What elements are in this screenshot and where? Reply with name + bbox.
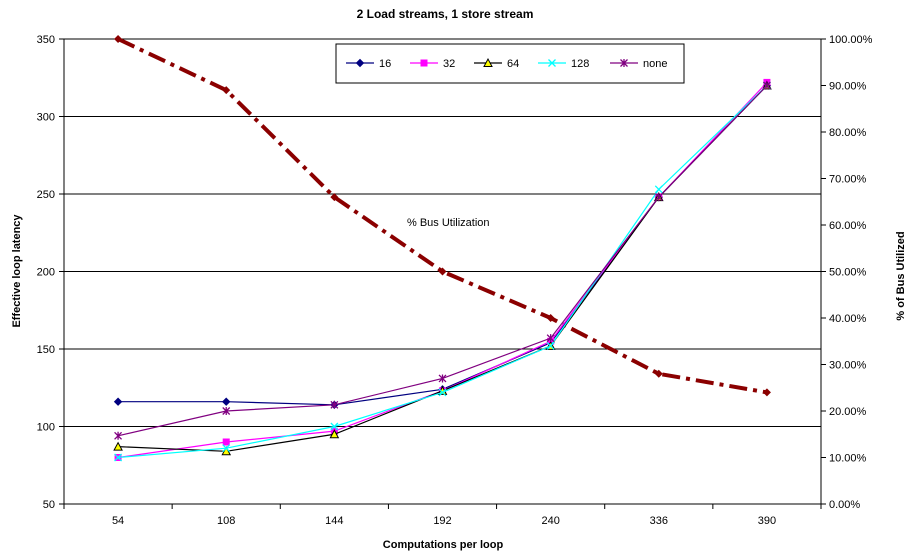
legend-item-32: 32 (410, 58, 455, 70)
legend-item-16: 16 (346, 58, 391, 70)
series-none (114, 81, 771, 440)
data-point (654, 193, 663, 202)
data-point (546, 334, 555, 343)
data-point (438, 388, 447, 397)
legend: 16 32 64 128 none (335, 43, 685, 84)
x-tick-label: 192 (433, 515, 451, 527)
bus-utilization-point (438, 267, 447, 276)
data-point (222, 407, 231, 415)
bus-utilization-annotation: % Bus Utilization (407, 217, 490, 229)
data-point (114, 431, 123, 440)
bus-utilization-point (330, 193, 339, 202)
data-point (114, 453, 123, 462)
data-point (222, 438, 230, 446)
bus-utilization-layer (114, 35, 771, 397)
legend-item-none: none (610, 58, 667, 70)
legend-label: 32 (443, 58, 455, 70)
data-point (654, 185, 663, 194)
data-point (330, 422, 339, 431)
y2-tick-label: 20.00% (829, 406, 867, 418)
y-tick-label: 300 (37, 112, 55, 124)
legend-label: none (643, 58, 667, 70)
data-point (222, 444, 231, 453)
bus-utilization-point (762, 388, 771, 397)
x-tick-label: 240 (541, 515, 559, 527)
y2-tick-label: 40.00% (829, 313, 867, 325)
legend-label: 128 (571, 58, 589, 70)
legend-item-64: 64 (474, 57, 519, 70)
y-axis-title: Effective loop latency (11, 214, 23, 328)
bus-utilization-point (654, 369, 663, 378)
y-tick-label: 150 (37, 344, 55, 356)
chart-title: 2 Load streams, 1 store stream (357, 7, 534, 21)
data-point (762, 81, 771, 90)
bus-utilization-line (117, 37, 768, 395)
legend-marker (620, 59, 628, 67)
data-point (329, 429, 340, 439)
data-point (438, 374, 447, 383)
series-128 (114, 81, 771, 462)
y2-tick-label: 30.00% (829, 360, 867, 372)
legend-marker (548, 59, 556, 67)
y-tick-label: 100 (37, 422, 55, 434)
x-tick-label: 390 (758, 515, 776, 527)
legend-item-128: 128 (538, 58, 589, 70)
y2-tick-label: 70.00% (829, 174, 867, 186)
y2-tick-label: 100.00% (829, 34, 873, 46)
bus-utilization-point (546, 314, 555, 322)
y2-tick-label: 10.00% (829, 453, 867, 465)
y2-tick-label: 50.00% (829, 267, 867, 279)
legend-label: 64 (507, 58, 519, 70)
y-tick-label: 50 (43, 499, 55, 511)
y2-tick-label: 80.00% (829, 127, 867, 139)
left-axis-ticks: 50 100 150 200 250 300 350 (37, 34, 64, 511)
legend-marker (483, 57, 493, 67)
right-axis-ticks: 0.00% 10.00% 20.00% 30.00% 40.00% 50.00% 60.00… (821, 34, 873, 511)
bus-utilization-point (114, 35, 123, 43)
data-point (546, 341, 555, 350)
legend-marker (355, 58, 365, 68)
data-point (113, 441, 123, 451)
legend-label: 16 (379, 58, 391, 70)
data-point (222, 397, 231, 406)
x-axis-title: Computations per loop (383, 539, 504, 551)
y-tick-label: 250 (37, 189, 55, 201)
bus-utilization-point (222, 86, 231, 95)
series-layer (113, 78, 772, 462)
y-tick-label: 350 (37, 34, 55, 46)
data-point (113, 397, 123, 406)
y2-tick-label: 90.00% (829, 81, 867, 93)
series-16 (113, 81, 772, 410)
x-tick-label: 144 (325, 515, 343, 527)
series-line (118, 85, 768, 406)
y2-tick-label: 60.00% (829, 220, 867, 232)
y2-axis-title: % of Bus Utilized (895, 231, 907, 320)
x-tick-label: 108 (217, 515, 235, 527)
y-tick-label: 200 (37, 267, 55, 279)
series-line (117, 85, 768, 437)
x-axis-ticks: 54 108 144 192 240 336 390 (63, 504, 822, 527)
x-tick-label: 54 (112, 515, 124, 527)
legend-marker (420, 59, 428, 67)
data-point (330, 400, 339, 409)
x-tick-label: 336 (650, 515, 668, 527)
y2-tick-label: 0.00% (829, 499, 860, 511)
